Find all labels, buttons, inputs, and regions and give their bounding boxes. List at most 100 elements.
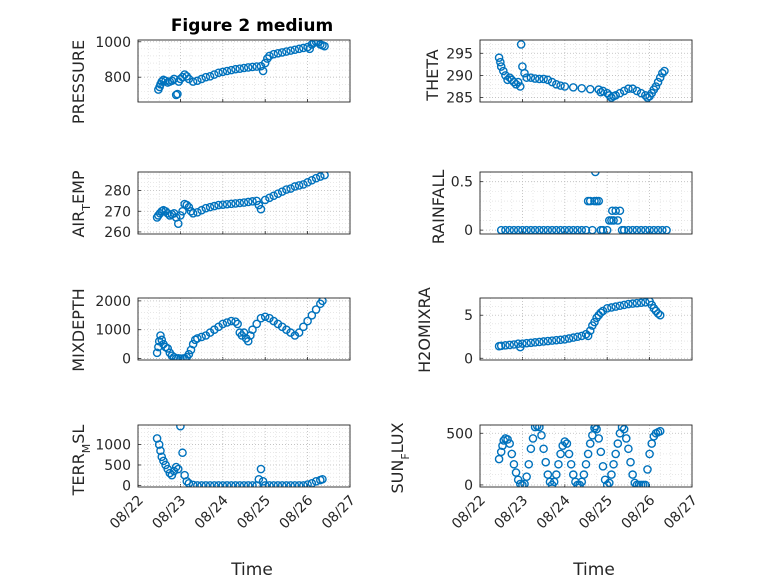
data-point — [585, 439, 595, 448]
data-point — [592, 425, 601, 434]
data-point — [503, 435, 512, 444]
data-point — [254, 474, 264, 484]
data-point — [299, 180, 308, 189]
data-point — [655, 426, 665, 436]
data-point — [176, 425, 185, 431]
data-point — [552, 79, 561, 89]
data-point — [311, 305, 321, 314]
panels-layer: 800100028529029526027028000.501000200005… — [95, 35, 700, 533]
data-point — [178, 448, 187, 458]
data-point — [515, 479, 525, 487]
data-point — [655, 310, 665, 320]
data-point — [509, 459, 519, 469]
data-point — [226, 481, 236, 487]
data-point — [577, 83, 587, 93]
data-point — [197, 74, 206, 84]
series-markers — [154, 40, 329, 100]
data-point — [619, 300, 629, 310]
data-point — [169, 466, 179, 476]
data-point — [193, 207, 202, 217]
ylabel-terr-msl: TERRMSL — [69, 425, 93, 497]
data-point — [636, 88, 646, 98]
data-point — [520, 68, 529, 78]
data-point — [628, 299, 637, 308]
data-point — [260, 58, 270, 68]
data-point — [619, 86, 629, 96]
data-point — [522, 472, 531, 481]
data-point — [277, 187, 287, 196]
data-point — [547, 77, 557, 87]
data-point — [201, 72, 211, 82]
data-point — [246, 331, 255, 340]
data-point — [594, 196, 604, 206]
y-tick-label: 260 — [104, 225, 131, 241]
data-point — [239, 481, 249, 487]
data-point — [231, 64, 240, 74]
data-point — [607, 303, 616, 312]
data-point — [591, 172, 600, 177]
panel-0: 800 1000 — [95, 35, 351, 103]
data-point — [564, 334, 574, 343]
data-point — [611, 449, 620, 459]
data-point — [233, 319, 242, 329]
data-point — [193, 76, 202, 86]
data-point — [222, 66, 232, 76]
panel-4: 0 1000 2000 — [95, 294, 351, 368]
panel-frame — [479, 297, 693, 361]
ylabel-sun-flux: SUNFLUX — [388, 422, 412, 493]
data-point — [632, 86, 642, 96]
data-point — [513, 77, 523, 87]
data-point — [318, 474, 327, 484]
data-point — [161, 460, 170, 470]
data-point — [316, 172, 325, 181]
series-markers — [152, 172, 329, 228]
data-point — [260, 481, 270, 487]
data-point — [505, 73, 514, 82]
data-point — [655, 73, 665, 82]
data-point — [252, 62, 262, 71]
data-point — [188, 77, 198, 86]
ylabel-theta: THETA — [423, 49, 442, 101]
data-point — [615, 206, 625, 216]
data-point — [643, 465, 652, 474]
data-point — [173, 353, 183, 360]
data-point — [524, 459, 534, 469]
xlabel-left: Time — [230, 560, 273, 580]
data-point — [161, 342, 170, 352]
y-tick-label: 290 — [446, 68, 473, 84]
data-point — [218, 67, 228, 77]
data-point — [501, 341, 510, 350]
data-point — [303, 178, 312, 187]
data-point — [193, 481, 202, 487]
data-point — [585, 84, 595, 94]
data-point — [269, 481, 278, 487]
data-point — [222, 199, 232, 209]
data-point — [214, 68, 223, 78]
data-point — [499, 66, 508, 76]
data-point — [186, 206, 196, 216]
y-tick-label: 1000 — [95, 323, 131, 339]
data-point — [294, 181, 304, 190]
data-point — [543, 75, 553, 85]
data-point — [248, 197, 257, 206]
data-point — [526, 444, 536, 454]
data-point — [507, 449, 517, 459]
data-point — [299, 481, 308, 487]
series-markers — [152, 298, 327, 360]
data-point — [583, 331, 593, 341]
data-point — [173, 89, 182, 99]
y-tick-label: 0.5 — [451, 175, 473, 191]
data-point — [152, 348, 162, 358]
data-point — [605, 478, 614, 487]
data-point — [590, 317, 599, 327]
data-point — [169, 74, 179, 84]
data-point — [568, 333, 578, 342]
data-point — [653, 77, 663, 87]
xlabel-right: Time — [572, 560, 615, 580]
data-point — [537, 431, 546, 440]
y-tick-label: 0 — [122, 352, 131, 368]
data-point — [273, 48, 283, 58]
data-point — [258, 476, 268, 486]
data-point — [547, 336, 557, 345]
data-point — [585, 326, 595, 336]
